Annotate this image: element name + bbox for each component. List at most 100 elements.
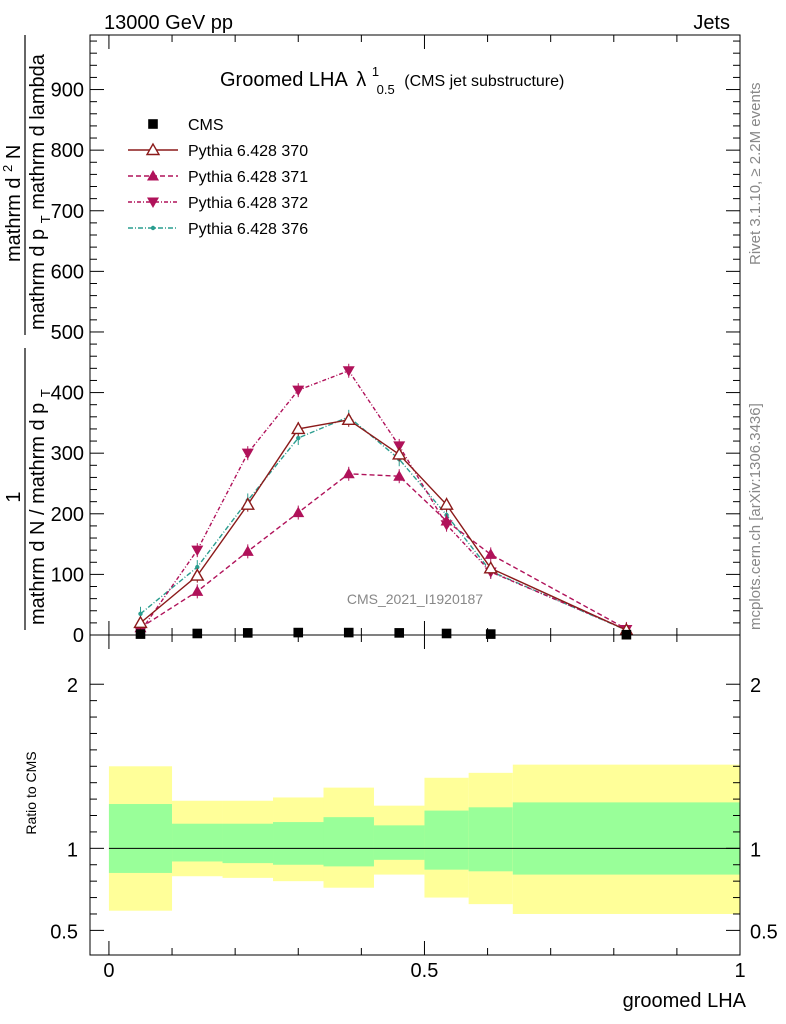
ratio-y-tick-label: 2 (67, 675, 78, 697)
y-tick-label: 700 (51, 201, 84, 223)
data-point-marker (150, 225, 156, 231)
main-x-axis (108, 35, 741, 635)
ratio-inner-band (424, 810, 469, 870)
plot-title: Groomed LHA λ 1 0.5 (CMS jet substructur… (220, 59, 564, 99)
main-y-axis-label: 1 mathrm d N / mathrm d p T mathrm d 2 N… (0, 35, 55, 630)
x-tick-label: 0.5 (411, 960, 439, 982)
ratio-plot: 0.5 0.51 12 2 0 0.5 1 Ratio to CMS groomed LH… (23, 634, 778, 1012)
main-y-axis: 0 100 200 300 400 500 600 700 800 900 (51, 40, 740, 647)
data-point-marker (291, 421, 306, 435)
legend-label: Pythia 6.428 371 (188, 169, 308, 186)
ratio-inner-band (108, 804, 173, 873)
x-tick-label: 0 (103, 960, 114, 982)
ratio-inner-band (273, 822, 324, 865)
ratio-bands (108, 764, 740, 914)
data-point-marker (441, 628, 452, 639)
data-point-marker (483, 560, 498, 574)
data-point-marker (341, 412, 356, 426)
data-point-marker (241, 545, 254, 556)
plot-title-suffix: (CMS jet substructure) (404, 73, 564, 90)
ratio-inner-band (512, 802, 740, 875)
data-point-marker (242, 628, 253, 638)
legend-label: Pythia 6.428 370 (188, 143, 308, 160)
data-point-marker (192, 628, 203, 639)
y-tick-label: 800 (51, 140, 84, 162)
y-tick-label: 400 (51, 383, 84, 405)
data-point-marker (145, 142, 161, 156)
rivet-version-label: Rivet 3.1.10, ≥ 2.2M events (747, 83, 764, 266)
x-axis-label: groomed LHA (623, 990, 747, 1012)
data-point-marker (296, 435, 301, 441)
data-point-marker (292, 385, 305, 397)
ratio-inner-band (172, 823, 223, 862)
analysis-watermark: CMS_2021_I1920187 (347, 591, 483, 607)
data-point-marker (484, 548, 497, 559)
plot-title-symbol: λ (356, 69, 366, 91)
data-point-marker (148, 119, 158, 129)
y-tick-label: 200 (51, 504, 84, 526)
ratio-y-tick-label: 1 (67, 839, 78, 861)
data-point-marker (190, 568, 205, 581)
ratio-y-axis-label: Ratio to CMS (23, 751, 39, 834)
ratio-y-tick-label-right: 2 (750, 675, 761, 697)
legend: CMS Pythia 6.428 370 Pythia 6.428 371 Pythi… (128, 117, 308, 238)
legend-item: Pythia 6.428 372 (128, 195, 308, 212)
ylabel-numerator: mathrm d 2 N (0, 145, 25, 262)
main-plot: 0 100 200 300 400 500 600 700 800 900 CMS_2021_I1… (51, 34, 741, 647)
collision-label: 13000 GeV pp (104, 12, 233, 34)
data-point-marker (342, 366, 355, 377)
mcplots-label: mcplots.cern.ch [arXiv:1306.3436] (747, 403, 764, 630)
x-tick-label: 1 (734, 960, 745, 982)
data-point-marker (394, 628, 405, 638)
ratio-y-tick-label-right: 1 (750, 839, 761, 861)
data-point-marker (147, 197, 159, 208)
data-point-marker (191, 585, 204, 596)
ratio-inner-band (373, 825, 425, 860)
legend-item: Pythia 6.428 376 (128, 221, 308, 238)
data-point-marker (292, 506, 305, 518)
data-point-marker (240, 497, 255, 510)
legend-label: Pythia 6.428 372 (188, 195, 308, 212)
ratio-inner-band (222, 823, 274, 864)
y-tick-label: 300 (51, 443, 84, 465)
ratio-inner-band (323, 817, 374, 867)
data-point-marker (135, 629, 146, 639)
data-point-marker (191, 545, 204, 557)
ylabel-prefix-numerator: 1 (3, 491, 25, 502)
data-point-marker (138, 611, 143, 616)
data-point-marker (195, 564, 200, 570)
plot-title-sub: 0.5 (377, 82, 395, 97)
ratio-y-tick-label-right: 0.5 (750, 921, 778, 943)
data-point-marker (392, 446, 407, 460)
series-cms (135, 627, 632, 640)
ylabel-prefix-denominator: mathrm d N / mathrm d p T (27, 389, 53, 625)
y-tick-label: 900 (51, 80, 84, 102)
data-point-marker (133, 615, 148, 629)
data-point-marker (440, 515, 453, 526)
process-label: Jets (693, 12, 730, 34)
y-tick-label: 0 (73, 625, 84, 647)
legend-label: CMS (188, 117, 224, 134)
legend-item: Pythia 6.428 371 (128, 169, 308, 186)
ylabel-denominator: mathrm d p T mathrm d lambda (27, 53, 55, 330)
y-tick-label: 600 (51, 261, 84, 283)
legend-label: Pythia 6.428 376 (188, 221, 308, 238)
data-point-marker (343, 627, 354, 638)
data-point-marker (241, 448, 254, 460)
y-tick-label: 100 (51, 564, 84, 586)
data-point-marker (485, 629, 496, 639)
plot-title-sup: 1 (372, 64, 379, 79)
data-point-marker (439, 497, 454, 510)
ratio-x-axis: 0 0.5 1 (103, 635, 746, 982)
ratio-y-tick-label: 0.5 (50, 921, 78, 943)
data-point-marker (342, 467, 355, 479)
legend-item: Pythia 6.428 370 (128, 142, 308, 160)
plot-title-text: Groomed LHA (220, 69, 348, 91)
data-point-marker (393, 441, 406, 452)
y-tick-label: 500 (51, 322, 84, 344)
legend-item: CMS (148, 117, 224, 134)
ratio-y-axis: 0.5 0.5 1 1 2 2 (50, 675, 778, 943)
data-point-marker (147, 170, 159, 181)
ratio-inner-band (468, 807, 513, 872)
